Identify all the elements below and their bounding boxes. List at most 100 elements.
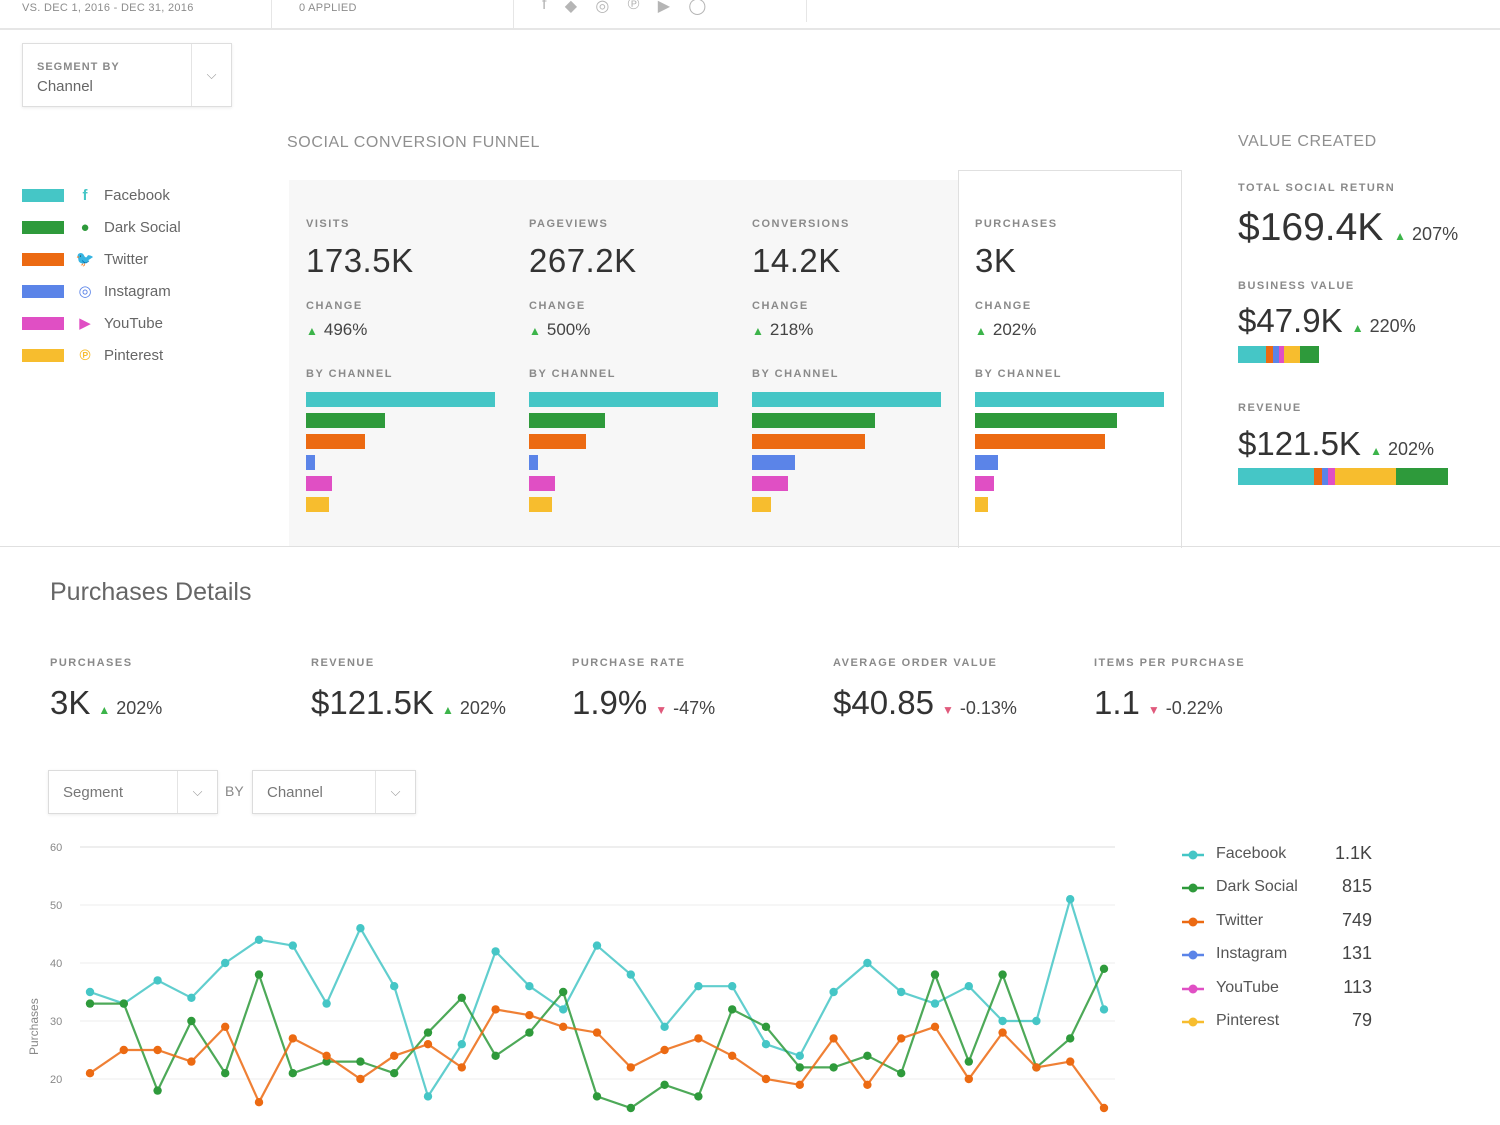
data-point-dark-social[interactable]	[356, 1057, 365, 1066]
data-point-facebook[interactable]	[694, 982, 703, 991]
data-point-twitter[interactable]	[322, 1051, 331, 1060]
legend-item-dark-social[interactable]: ● Dark Social	[22, 215, 262, 239]
data-point-twitter[interactable]	[998, 1028, 1007, 1037]
segment-select[interactable]: Segment ⌵	[48, 770, 218, 814]
data-point-twitter[interactable]	[592, 1028, 602, 1037]
data-point-facebook[interactable]	[964, 982, 973, 991]
chart-legend-item-dark-social[interactable]: Dark Social 815	[1180, 876, 1380, 900]
data-point-twitter[interactable]	[288, 1034, 297, 1043]
chart-legend-item-facebook[interactable]: Facebook 1.1K	[1180, 843, 1380, 867]
data-point-dark-social[interactable]	[660, 1080, 669, 1089]
data-point-twitter[interactable]	[1066, 1057, 1075, 1066]
data-point-facebook[interactable]	[1032, 1016, 1041, 1026]
data-point-dark-social[interactable]	[85, 999, 95, 1008]
data-point-facebook[interactable]	[254, 935, 264, 944]
chevron-down-icon[interactable]: ⌵	[375, 771, 415, 813]
data-point-facebook[interactable]	[1066, 895, 1075, 904]
data-point-twitter[interactable]	[626, 1063, 635, 1072]
data-point-facebook[interactable]	[1099, 1005, 1109, 1014]
data-point-dark-social[interactable]	[998, 970, 1007, 979]
data-point-facebook[interactable]	[288, 941, 297, 950]
data-point-dark-social[interactable]	[728, 1005, 737, 1014]
data-point-dark-social[interactable]	[1099, 964, 1109, 973]
data-point-twitter[interactable]	[761, 1074, 771, 1084]
legend-item-facebook[interactable]: f Facebook	[22, 183, 262, 207]
legend-item-twitter[interactable]: 🐦 Twitter	[22, 247, 262, 271]
data-point-dark-social[interactable]	[491, 1051, 500, 1060]
data-point-twitter[interactable]	[1099, 1103, 1109, 1113]
data-point-dark-social[interactable]	[829, 1063, 838, 1072]
legend-item-youtube[interactable]: ▶ YouTube	[22, 311, 262, 335]
data-point-facebook[interactable]	[930, 999, 940, 1008]
data-point-facebook[interactable]	[457, 1040, 466, 1049]
data-point-facebook[interactable]	[660, 1022, 669, 1031]
twitter-icon[interactable]: ◆	[564, 0, 578, 15]
data-point-twitter[interactable]	[457, 1063, 466, 1072]
data-point-dark-social[interactable]	[694, 1092, 703, 1101]
data-point-dark-social[interactable]	[221, 1069, 230, 1078]
data-point-dark-social[interactable]	[457, 993, 466, 1002]
data-point-facebook[interactable]	[761, 1040, 771, 1049]
data-point-facebook[interactable]	[795, 1051, 804, 1060]
data-point-facebook[interactable]	[423, 1092, 433, 1101]
data-point-twitter[interactable]	[525, 1011, 534, 1020]
data-point-twitter[interactable]	[187, 1057, 196, 1066]
chat-icon[interactable]: ◯	[688, 0, 707, 15]
data-point-facebook[interactable]	[525, 982, 534, 991]
instagram-icon[interactable]: ◎	[595, 0, 610, 15]
youtube-icon[interactable]: ▶	[657, 0, 671, 15]
data-point-twitter[interactable]	[559, 1022, 568, 1031]
data-point-dark-social[interactable]	[559, 987, 568, 997]
data-point-twitter[interactable]	[728, 1051, 737, 1060]
data-point-twitter[interactable]	[863, 1080, 872, 1089]
data-point-twitter[interactable]	[694, 1034, 703, 1043]
data-point-twitter[interactable]	[491, 1005, 500, 1014]
data-point-dark-social[interactable]	[288, 1069, 297, 1078]
data-point-twitter[interactable]	[390, 1051, 399, 1060]
data-point-facebook[interactable]	[153, 976, 162, 985]
data-point-dark-social[interactable]	[964, 1057, 973, 1066]
data-point-facebook[interactable]	[390, 982, 399, 991]
chart-legend-item-youtube[interactable]: YouTube 113	[1180, 977, 1380, 1001]
pinterest-icon[interactable]: ℗	[627, 0, 640, 13]
data-point-twitter[interactable]	[119, 1045, 128, 1055]
data-point-twitter[interactable]	[356, 1074, 365, 1084]
data-point-facebook[interactable]	[356, 924, 365, 933]
data-point-dark-social[interactable]	[795, 1063, 804, 1072]
data-point-twitter[interactable]	[254, 1098, 264, 1107]
data-point-dark-social[interactable]	[254, 970, 264, 979]
data-point-dark-social[interactable]	[897, 1069, 906, 1078]
data-point-facebook[interactable]	[85, 987, 95, 997]
data-point-dark-social[interactable]	[592, 1092, 602, 1101]
data-point-facebook[interactable]	[491, 947, 500, 956]
data-point-dark-social[interactable]	[423, 1028, 433, 1037]
data-point-facebook[interactable]	[187, 993, 196, 1002]
data-point-dark-social[interactable]	[187, 1016, 196, 1026]
chart-legend-item-instagram[interactable]: Instagram 131	[1180, 943, 1380, 967]
data-point-twitter[interactable]	[85, 1069, 95, 1078]
chart-legend-item-pinterest[interactable]: Pinterest 79	[1180, 1010, 1380, 1034]
chevron-down-icon[interactable]: ⌵	[191, 44, 231, 106]
legend-item-instagram[interactable]: ◎ Instagram	[22, 279, 262, 303]
data-point-facebook[interactable]	[829, 987, 838, 997]
data-point-dark-social[interactable]	[525, 1028, 534, 1037]
channel-select[interactable]: Channel ⌵	[252, 770, 416, 814]
data-point-dark-social[interactable]	[390, 1069, 399, 1078]
data-point-twitter[interactable]	[964, 1074, 973, 1084]
data-point-twitter[interactable]	[221, 1022, 230, 1031]
data-point-dark-social[interactable]	[119, 999, 128, 1008]
chevron-down-icon[interactable]: ⌵	[177, 771, 217, 813]
data-point-dark-social[interactable]	[626, 1103, 635, 1113]
data-point-dark-social[interactable]	[930, 970, 940, 979]
data-point-twitter[interactable]	[1032, 1063, 1041, 1072]
data-point-twitter[interactable]	[795, 1080, 804, 1089]
data-point-facebook[interactable]	[897, 987, 906, 997]
data-point-twitter[interactable]	[153, 1045, 162, 1055]
data-point-dark-social[interactable]	[322, 1057, 331, 1066]
data-point-facebook[interactable]	[728, 982, 737, 991]
facebook-icon[interactable]: f	[542, 0, 547, 13]
data-point-facebook[interactable]	[863, 958, 872, 968]
data-point-twitter[interactable]	[660, 1045, 669, 1055]
data-point-dark-social[interactable]	[1066, 1034, 1075, 1043]
data-point-facebook[interactable]	[626, 970, 635, 979]
